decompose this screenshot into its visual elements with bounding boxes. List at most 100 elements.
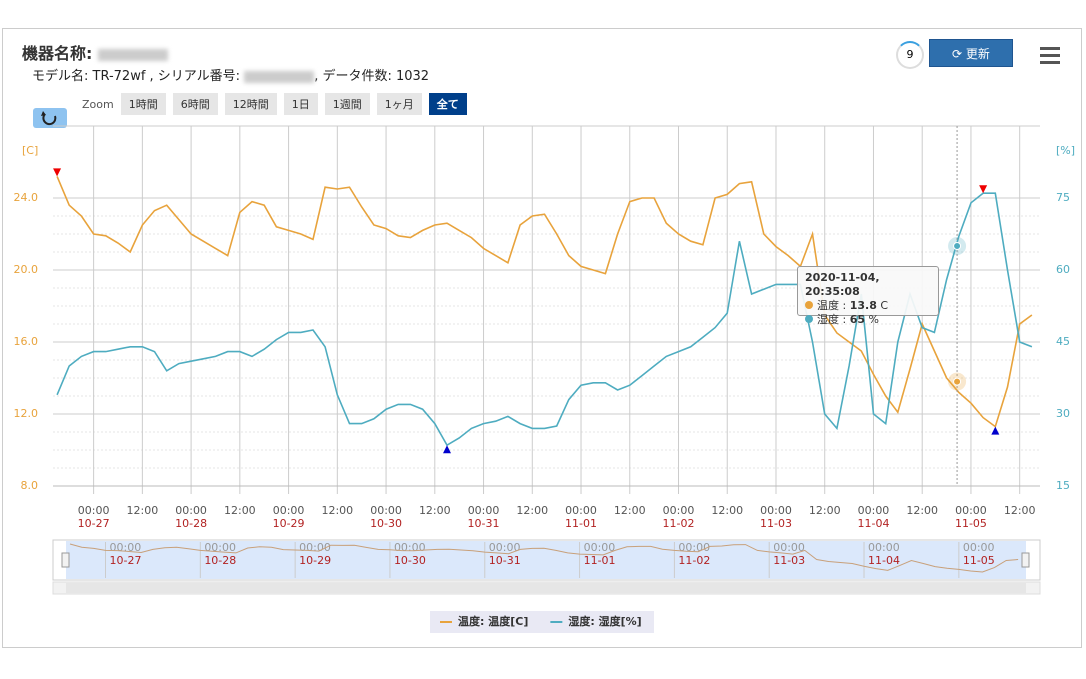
x-tick-label: 00:00: [370, 504, 402, 517]
x-tick-label: 12:00: [614, 504, 646, 517]
zoom-button[interactable]: 全て: [428, 93, 467, 115]
navigator-line: [69, 543, 1019, 573]
tooltip-time: 2020-11-04, 20:35:08: [805, 271, 880, 298]
x-tick-label: 12:00: [1004, 504, 1036, 517]
navigator-date: 11-05: [963, 554, 995, 567]
x-tick-date: 11-05: [955, 517, 987, 530]
x-tick-label: 00:00: [175, 504, 207, 517]
y2-tick-label: 30: [1056, 407, 1070, 420]
x-tick-label: 12:00: [711, 504, 743, 517]
zoom-button[interactable]: 12時間: [224, 93, 277, 115]
x-tick-date: 11-01: [565, 517, 597, 530]
navigator-handle[interactable]: [61, 552, 70, 568]
navigator-date: 11-02: [678, 554, 710, 567]
tooltip-row: 湿度 : 65 %: [805, 313, 931, 327]
navigator-handle[interactable]: [1021, 552, 1030, 568]
x-tick-date: 10-27: [78, 517, 110, 530]
y-tick-label: 20.0: [14, 263, 39, 276]
zoom-button[interactable]: 1週間: [324, 93, 370, 115]
x-tick-label: 00:00: [760, 504, 792, 517]
min-marker: [991, 426, 1000, 435]
navigator-label: 00:00: [773, 541, 805, 554]
zoom-button[interactable]: 1時間: [120, 93, 166, 115]
navigator-label: 00:00: [963, 541, 995, 554]
hover-point: [953, 242, 962, 250]
y2-tick-label: 75: [1056, 191, 1070, 204]
x-tick-date: 11-04: [857, 517, 889, 530]
navigator-date: 10-30: [394, 554, 426, 567]
zoom-button[interactable]: 1ヶ月: [376, 93, 422, 115]
y-tick-label: 16.0: [14, 335, 39, 348]
x-tick-date: 11-03: [760, 517, 792, 530]
model: モデル名: TR-72wf , シリアル番号:: [32, 69, 245, 84]
navigator-date: 10-29: [299, 554, 331, 567]
reset-button[interactable]: [33, 108, 67, 128]
navigator-label: 00:00: [868, 541, 900, 554]
zoom-button[interactable]: 1日: [283, 93, 318, 115]
count: , データ件数: 1032: [314, 69, 430, 84]
navigator-date: 11-03: [773, 554, 805, 567]
unit: C: [876, 299, 889, 312]
max-marker: [53, 168, 62, 177]
subtitle: モデル名: TR-72wf , シリアル番号: , データ件数: 1032: [32, 65, 429, 84]
x-tick-label: 12:00: [127, 504, 159, 517]
series-line: [56, 192, 1033, 447]
x-tick-label: 00:00: [468, 504, 500, 517]
y-tick-label: 24.0: [14, 191, 39, 204]
badge: 9: [896, 41, 924, 69]
x-tick-label: 00:00: [78, 504, 110, 517]
navigator-date: 10-27: [110, 554, 142, 567]
title: 機器名称:: [22, 44, 98, 63]
navigator-label: 00:00: [678, 541, 710, 554]
card: [2, 28, 1082, 648]
y2-tick-label: 60: [1056, 263, 1070, 276]
navigator-date: 11-01: [584, 554, 616, 567]
tooltip-row: 温度 : 13.8 C: [805, 299, 931, 313]
y2-tick-label: 15: [1056, 479, 1070, 492]
blurred: [97, 48, 168, 61]
reset-icon: [41, 111, 57, 126]
legend-label: 湿度: 湿度[%]: [568, 614, 641, 628]
x-tick-label: 12:00: [321, 504, 353, 517]
x-tick-date: 10-31: [468, 517, 500, 530]
navigator-date: 11-04: [868, 554, 900, 567]
refresh-label: 更新: [965, 47, 990, 61]
x-tick-label: 00:00: [955, 504, 987, 517]
device-name: 機器名称:: [22, 40, 168, 64]
x-tick-label: 00:00: [273, 504, 305, 517]
x-tick-label: 00:00: [858, 504, 890, 517]
x-tick-date: 10-30: [370, 517, 402, 530]
navigator-label: 00:00: [489, 541, 521, 554]
x-tick-label: 00:00: [663, 504, 695, 517]
unit: %: [865, 313, 879, 326]
navigator-label: 00:00: [584, 541, 616, 554]
x-tick-label: 12:00: [419, 504, 451, 517]
label: 温度 :: [817, 299, 850, 312]
navigator-date: 10-28: [204, 554, 236, 567]
navigator-label: 00:00: [204, 541, 236, 554]
x-tick-label: 12:00: [906, 504, 938, 517]
x-tick-label: 12:00: [516, 504, 548, 517]
navigator-date: 10-31: [489, 554, 521, 567]
x-tick-label: 00:00: [565, 504, 597, 517]
refresh-button[interactable]: ⟳ 更新: [929, 39, 1013, 67]
value: 65: [849, 313, 866, 326]
value: 13.8: [849, 299, 877, 312]
menu-button[interactable]: [1040, 47, 1060, 68]
blurred: [244, 70, 315, 83]
min-marker: [442, 445, 451, 454]
navigator-label: 00:00: [394, 541, 426, 554]
x-tick-label: 12:00: [809, 504, 841, 517]
x-tick-date: 10-28: [175, 517, 207, 530]
tooltip: 2020-11-04, 20:35:08 温度 : 13.8 C 湿度 : 65…: [797, 266, 939, 326]
x-tick-date: 10-29: [273, 517, 305, 530]
zoom-button[interactable]: 6時間: [172, 93, 218, 115]
y2-axis-label: [%]: [1056, 144, 1075, 157]
y-tick-label: 8.0: [21, 479, 39, 492]
navigator-mask: [66, 541, 1026, 579]
zoom-bar: Zoom 1時間 6時間 12時間 1日 1週間 1ヶ月 全て: [82, 93, 467, 115]
x-tick-date: 11-02: [663, 517, 695, 530]
legend-label: 温度: 温度[C]: [458, 614, 528, 628]
max-marker: [979, 185, 988, 194]
